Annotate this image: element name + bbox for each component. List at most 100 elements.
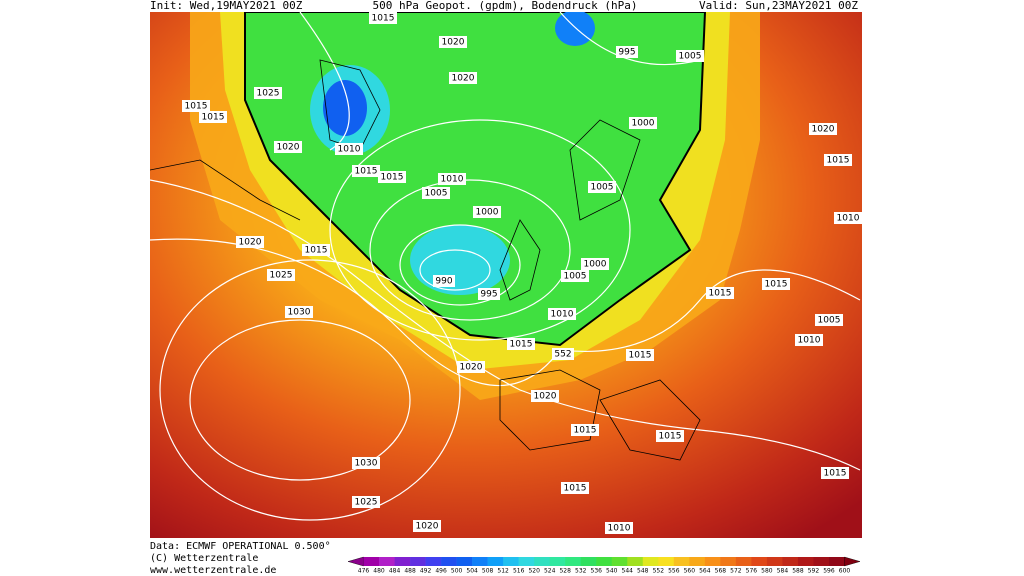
isobar-label: 1025	[257, 89, 280, 99]
scale-label: 516	[513, 568, 525, 575]
isobar-label-box	[438, 173, 466, 185]
scale-swatch	[565, 557, 582, 566]
scale-label: 540	[606, 568, 618, 575]
color-scale: 476 480 484 488 492 496 500 504 508 512 516 520 524 5…	[347, 556, 861, 575]
isobar-label-box	[352, 457, 380, 469]
isobar-label: 995	[618, 48, 635, 58]
isobar-label: 1010	[551, 310, 574, 320]
scale-swatch	[735, 557, 752, 566]
scale-label: 504	[466, 568, 478, 575]
scale-swatch	[720, 557, 737, 566]
isobar-label-box	[809, 123, 837, 135]
scale-label: 560	[684, 568, 696, 575]
isobar-label: 1005	[564, 272, 587, 282]
isobar-label: 1015	[510, 340, 533, 350]
isobar-label-box	[285, 306, 313, 318]
isobar-label: 1025	[270, 271, 293, 281]
isobar-label-box	[676, 50, 704, 62]
isobar-label: 1020	[416, 522, 439, 532]
isobar-label-box	[199, 111, 227, 123]
isobar-label-box	[413, 520, 441, 532]
isobar-label: 1010	[798, 336, 821, 346]
scale-label: 480	[373, 568, 385, 575]
isobar-label: 1000	[632, 119, 655, 129]
scale-swatch	[472, 557, 488, 566]
isobar-label-box	[457, 361, 485, 373]
isobar-label: 1015	[305, 246, 328, 256]
blue-core	[555, 12, 595, 46]
isobars	[150, 12, 861, 521]
scale-swatch	[441, 557, 457, 566]
scale-swatch	[549, 557, 566, 566]
scale-label: 556	[668, 568, 680, 575]
scale-swatch	[611, 557, 628, 566]
scale-label: 576	[746, 568, 758, 575]
isobar-label-box	[762, 278, 790, 290]
isobar-label: 1015	[765, 280, 788, 290]
isobar-label-box	[369, 12, 397, 24]
init-label: Init: Wed,19MAY2021 00Z	[150, 0, 303, 12]
isobar-label: 1015	[824, 469, 847, 479]
scale-label: 552	[653, 568, 665, 575]
isobar-label: 1020	[442, 38, 465, 48]
scale-swatch	[813, 557, 830, 566]
isobar-label: 1005	[679, 52, 702, 62]
scale-label: 488	[404, 568, 416, 575]
valid-label: Valid: Sun,23MAY2021 00Z	[699, 0, 858, 12]
scale-swatch	[580, 557, 597, 566]
isobar-label-box	[548, 308, 576, 320]
isobar-label: 1010	[338, 145, 361, 155]
isobar-label-box	[335, 143, 363, 155]
scale-swatch	[534, 557, 550, 566]
scale-swatch	[673, 557, 690, 566]
scale-label: 572	[730, 568, 742, 575]
isobar-label: 1015	[827, 156, 850, 166]
isobar-label-box	[815, 314, 843, 326]
isobar-label: 1015	[564, 484, 587, 494]
scale-swatch	[642, 557, 659, 566]
isobar-label: 1030	[288, 308, 311, 318]
isobar-label-box	[821, 467, 849, 479]
scale-label: 600	[839, 568, 851, 575]
isobar-label-box	[629, 117, 657, 129]
isobar-label-box	[449, 72, 477, 84]
isobar-label: 1000	[476, 208, 499, 218]
scale-swatch	[797, 557, 814, 566]
isobar-label-box	[706, 287, 734, 299]
scale-label: 580	[761, 568, 773, 575]
scale-swatch	[394, 557, 411, 566]
isobar-label: 1025	[355, 498, 378, 508]
scale-label: 544	[622, 568, 634, 575]
scale-swatch	[766, 557, 783, 566]
isobar-label: 1005	[818, 316, 841, 326]
isobar-label-box	[302, 244, 330, 256]
isobar-label-box	[352, 165, 380, 177]
scale-swatch	[596, 557, 613, 566]
scale-label: 508	[482, 568, 494, 575]
isobar-label: 1000	[584, 260, 607, 270]
isobar-label: 1015	[709, 289, 732, 299]
isobar-label: 552	[554, 350, 571, 360]
scale-label: 524	[544, 568, 556, 575]
isobar-label-box	[507, 338, 535, 350]
isobar-label-box	[378, 171, 406, 183]
scale-label: 496	[435, 568, 447, 575]
isobar-label: 1010	[608, 524, 631, 534]
isobar-label-box	[581, 258, 609, 270]
scale-label: 548	[637, 568, 649, 575]
scale-swatch	[828, 557, 845, 566]
blue-core	[323, 80, 367, 136]
isobar-label: 1015	[381, 173, 404, 183]
isobar-label-box	[824, 154, 852, 166]
scale-swatch	[518, 557, 535, 566]
scale-arrow	[844, 556, 861, 567]
isobar-label-box	[352, 496, 380, 508]
isobar-label: 1010	[441, 175, 464, 185]
map-title: 500 hPa Geopot. (gpdm), Bodendruck (hPa)	[373, 0, 638, 12]
isobar-label-box	[834, 212, 862, 224]
isobar-label-box	[588, 181, 616, 193]
coastlines	[150, 59, 701, 461]
isobar-label-box	[254, 87, 282, 99]
scale-label: 588	[792, 568, 804, 575]
